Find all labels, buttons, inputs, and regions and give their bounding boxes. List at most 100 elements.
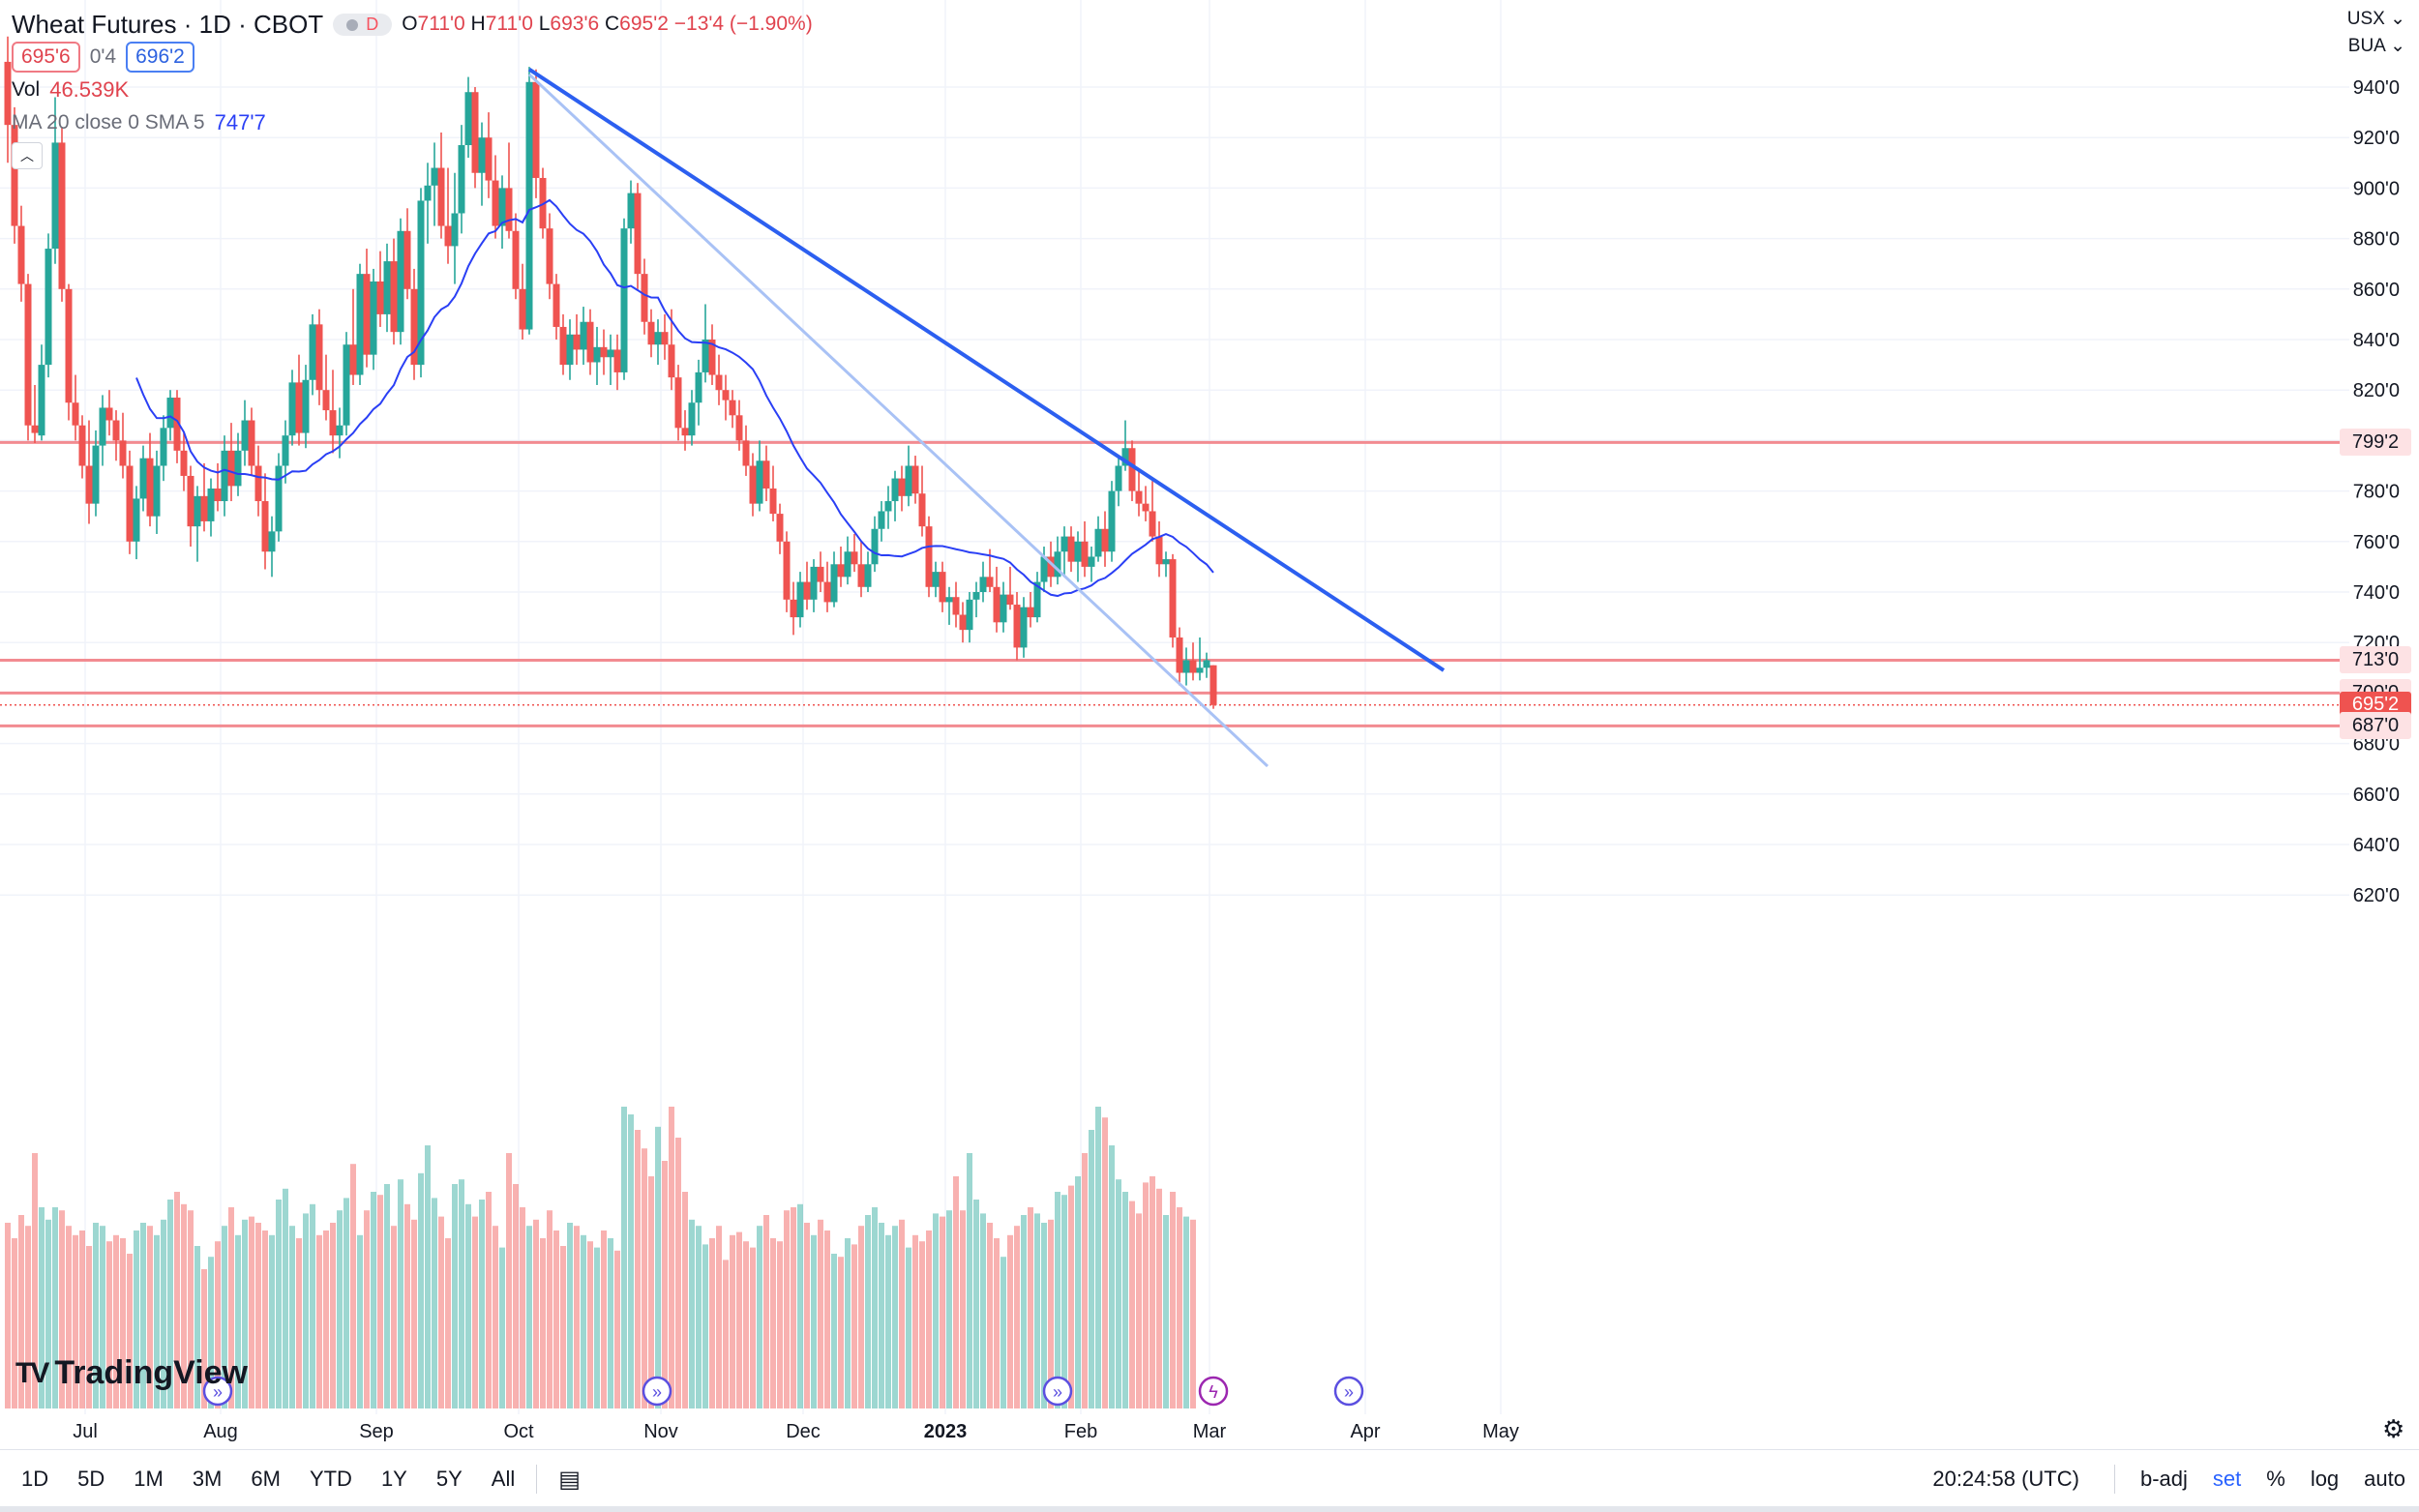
candle-body xyxy=(810,566,818,600)
trendline-main[interactable] xyxy=(527,68,1446,672)
candle-body xyxy=(336,425,343,436)
candle-body xyxy=(756,460,763,504)
candle-body xyxy=(173,398,181,451)
candle-body xyxy=(1094,528,1102,557)
range-button-1y[interactable]: 1Y xyxy=(380,1467,407,1491)
open-value: 711'0 xyxy=(417,13,465,35)
split-event-icon[interactable] xyxy=(1333,1376,1364,1407)
toggle-auto[interactable]: auto xyxy=(2364,1467,2405,1491)
candle-body xyxy=(1027,607,1034,618)
candle-body xyxy=(72,402,79,426)
candle-body xyxy=(979,577,987,592)
ask-box[interactable]: 696'2 xyxy=(126,42,194,73)
candle-body xyxy=(349,344,357,375)
chevron-up-icon: ︿ xyxy=(20,148,34,163)
split-event-icon[interactable] xyxy=(1042,1376,1073,1407)
dividend-event-icon[interactable] xyxy=(1198,1376,1229,1407)
volume-bar xyxy=(858,1226,864,1408)
horizontal-levels[interactable] xyxy=(0,440,2349,727)
volume-bar xyxy=(350,1164,356,1408)
time-tick-label: Mar xyxy=(1193,1421,1227,1442)
volume-bar xyxy=(411,1219,417,1408)
status-dot-icon xyxy=(346,18,359,31)
clock-time[interactable]: 20:24:58 (UTC) xyxy=(1932,1467,2079,1491)
time-axis[interactable]: Jul Aug Sep Oct Nov Dec 2023 Feb Mar Apr May xyxy=(73,1421,1519,1442)
candle-body xyxy=(776,514,784,542)
volume-bar xyxy=(418,1172,424,1408)
volume-bar xyxy=(235,1234,241,1408)
volume-bar xyxy=(662,1161,668,1408)
unit-selector[interactable]: BUA ⌄ xyxy=(2348,35,2405,57)
volume-bar xyxy=(79,1230,85,1408)
moving-average-line[interactable] xyxy=(135,198,1214,598)
range-button-5d[interactable]: 5D xyxy=(77,1467,105,1491)
candle-body xyxy=(31,425,39,433)
volume-bar xyxy=(25,1226,31,1408)
candle-body xyxy=(783,541,791,600)
time-tick-label: Aug xyxy=(203,1421,238,1442)
volume-bar xyxy=(709,1238,715,1408)
candle-body xyxy=(1081,541,1089,567)
range-button-6m[interactable]: 6M xyxy=(251,1467,281,1491)
volume-bar xyxy=(547,1210,552,1408)
chart-scroll-strip[interactable] xyxy=(0,1506,2419,1512)
volume-bar xyxy=(100,1226,105,1408)
trendline-light[interactable] xyxy=(527,73,1269,768)
level-price-badge[interactable]: 799'2 xyxy=(2340,429,2411,457)
volume-bar xyxy=(432,1198,437,1408)
split-event-icon[interactable] xyxy=(642,1376,672,1407)
volume-bar xyxy=(757,1226,762,1408)
event-markers[interactable]: » » » ϟ » xyxy=(202,1376,1364,1407)
volume-bar xyxy=(642,1148,647,1408)
candle-body xyxy=(823,581,831,603)
volume-bar xyxy=(682,1192,688,1408)
candle-body xyxy=(410,288,418,366)
collapse-legend-button[interactable]: ︿ xyxy=(12,142,43,169)
range-button-ytd[interactable]: YTD xyxy=(309,1467,352,1491)
price-axis[interactable]: 940'0920'0900'0880'0860'0840'0820'0800'0… xyxy=(2353,77,2400,906)
price-tick-label: 900'0 xyxy=(2353,178,2400,199)
level-price-badge[interactable]: 713'0 xyxy=(2340,646,2411,674)
range-button-1d[interactable]: 1D xyxy=(21,1467,49,1491)
toggle-log[interactable]: log xyxy=(2310,1467,2340,1491)
date-range-calendar-icon[interactable]: ▤ xyxy=(558,1466,581,1493)
level-price-badge[interactable]: 687'0 xyxy=(2340,712,2411,740)
candle-body xyxy=(24,283,32,426)
range-button-all[interactable]: All xyxy=(491,1467,516,1491)
range-button-5y[interactable]: 5Y xyxy=(435,1467,463,1491)
candle-body xyxy=(227,450,235,487)
volume-bar xyxy=(689,1219,695,1408)
range-button-3m[interactable]: 3M xyxy=(192,1467,223,1491)
volume-bar xyxy=(1183,1216,1189,1408)
currency-selector[interactable]: USX ⌄ xyxy=(2347,8,2405,30)
candle-body xyxy=(1033,581,1041,618)
volume-bar xyxy=(330,1223,336,1408)
symbol-title[interactable]: Wheat Futures · 1D · CBOT xyxy=(12,9,324,39)
chevron-down-icon: ⌄ xyxy=(2390,36,2405,56)
candle-body xyxy=(295,382,303,433)
split-event-icon[interactable] xyxy=(202,1376,233,1407)
volume-label[interactable]: Vol xyxy=(12,78,41,101)
delay-badge[interactable]: D xyxy=(333,13,393,36)
tradingview-logo[interactable]: TV TradingView xyxy=(15,1354,248,1392)
volume-bar xyxy=(194,1246,200,1408)
candle-body xyxy=(607,349,614,358)
volume-bar xyxy=(357,1234,363,1408)
toggle-set[interactable]: set xyxy=(2212,1467,2242,1491)
candle-body xyxy=(254,465,262,502)
ma-indicator-label[interactable]: MA 20 close 0 SMA 5 xyxy=(12,111,205,133)
toggle-percent[interactable]: % xyxy=(2266,1467,2285,1491)
volume-bar xyxy=(106,1241,112,1408)
bid-box[interactable]: 695'6 xyxy=(12,42,80,73)
volume-bar xyxy=(730,1234,735,1408)
volume-bar xyxy=(249,1216,254,1408)
toggle-b-adj[interactable]: b-adj xyxy=(2139,1467,2188,1491)
volume-bar xyxy=(465,1203,471,1408)
range-button-1m[interactable]: 1M xyxy=(134,1467,164,1491)
candle-body xyxy=(478,137,486,173)
price-tick-label: 620'0 xyxy=(2353,885,2400,906)
volume-bar xyxy=(899,1219,905,1408)
price-chart[interactable]: 940'0920'0900'0880'0860'0840'0820'0800'0… xyxy=(0,0,2419,1449)
chart-settings-gear-icon[interactable]: ⚙ xyxy=(2382,1414,2404,1443)
price-tick-label: 820'0 xyxy=(2353,380,2400,401)
